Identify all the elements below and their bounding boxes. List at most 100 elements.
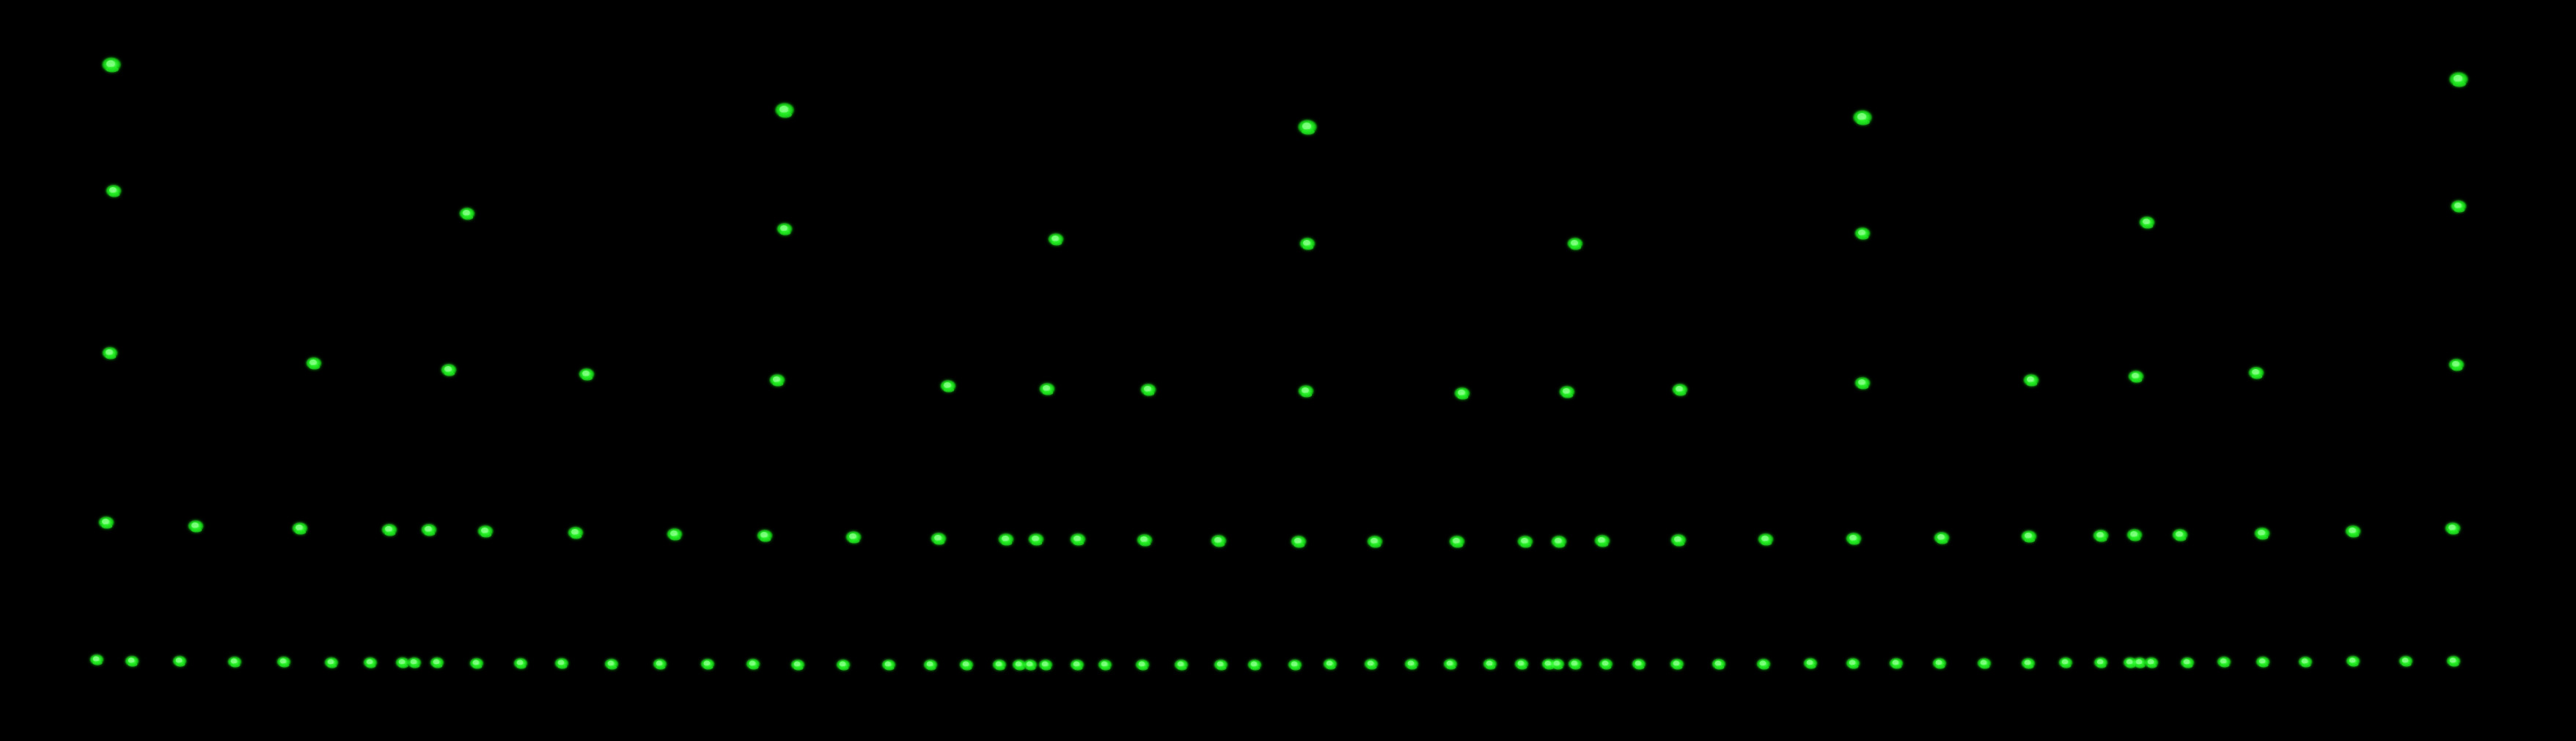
spot-tail bbox=[557, 665, 568, 669]
spot-core bbox=[1553, 660, 1560, 666]
spot-core bbox=[2448, 524, 2456, 531]
spot-core bbox=[944, 382, 951, 389]
spot-tail bbox=[772, 382, 784, 387]
spot-core bbox=[1598, 536, 1605, 544]
spot-tail bbox=[779, 112, 792, 118]
spot-tail bbox=[1370, 543, 1381, 548]
spot-core bbox=[2024, 660, 2031, 665]
spot-tail bbox=[1517, 665, 1527, 670]
spot-core bbox=[839, 661, 846, 667]
spot-row-4 bbox=[98, 516, 2462, 548]
spot-tail bbox=[462, 215, 474, 220]
spot-core bbox=[425, 525, 432, 533]
spot-tail bbox=[2147, 664, 2157, 668]
spot-core bbox=[1521, 537, 1528, 544]
spot-core bbox=[1849, 660, 1856, 665]
spot-core bbox=[2454, 202, 2462, 209]
spot-tail bbox=[444, 371, 455, 376]
spot-core bbox=[175, 657, 183, 663]
spot-core bbox=[1563, 387, 1570, 395]
spot-tail bbox=[1042, 390, 1054, 395]
spot-tail bbox=[1326, 665, 1336, 670]
spot-core bbox=[1073, 661, 1080, 667]
spot-core bbox=[2349, 527, 2356, 534]
spot-core bbox=[279, 658, 287, 664]
spot-tail bbox=[1601, 665, 1612, 670]
spot-core bbox=[2130, 530, 2138, 538]
spot-tail bbox=[1143, 391, 1155, 396]
spot-tail bbox=[2026, 382, 2038, 387]
spot-core bbox=[106, 348, 113, 356]
spot-core bbox=[1676, 385, 1683, 393]
spot-tail bbox=[1570, 245, 1582, 250]
spot-tail bbox=[410, 664, 420, 668]
spot-tail bbox=[191, 528, 202, 533]
spot-tail bbox=[366, 664, 376, 668]
spot-core bbox=[1486, 660, 1493, 666]
spot-core bbox=[2132, 372, 2139, 379]
spot-tail bbox=[1673, 541, 1685, 547]
spot-core bbox=[2126, 659, 2133, 665]
spot-core bbox=[926, 661, 933, 667]
spot-core bbox=[1074, 535, 1081, 542]
spot-core bbox=[1052, 235, 1059, 242]
spot-tail bbox=[2451, 366, 2463, 371]
spot-core bbox=[1571, 239, 1578, 247]
spot-core bbox=[191, 522, 199, 529]
spot-tail bbox=[1026, 666, 1036, 671]
spot-tail bbox=[2251, 374, 2263, 379]
spot-tail bbox=[2135, 664, 2146, 668]
spot-tail bbox=[1031, 541, 1043, 546]
spot-tail bbox=[1302, 245, 1314, 250]
spot-core bbox=[2349, 657, 2356, 663]
spot-tail bbox=[309, 365, 320, 370]
spot-core bbox=[1858, 379, 1865, 386]
spot-tail bbox=[1857, 384, 1869, 390]
spot-tail bbox=[943, 387, 955, 393]
spot-tail bbox=[1806, 665, 1816, 669]
spot-tail bbox=[1857, 119, 1870, 125]
spot-tail bbox=[570, 534, 582, 539]
spot-core bbox=[1002, 535, 1009, 542]
spot-core bbox=[385, 525, 392, 533]
spot-tail bbox=[884, 666, 895, 671]
spot-tail bbox=[1041, 666, 1052, 671]
spot-core bbox=[793, 661, 801, 667]
spot-core bbox=[1294, 537, 1302, 544]
spot-core bbox=[2301, 658, 2308, 664]
spot-tail bbox=[2257, 535, 2269, 540]
spot-core bbox=[773, 376, 780, 383]
spot-tail bbox=[2024, 665, 2034, 669]
spot-core bbox=[1250, 661, 1258, 667]
spot-tail bbox=[1214, 542, 1225, 547]
spot-tail bbox=[1849, 665, 1859, 669]
spot-core bbox=[703, 660, 711, 666]
spot-tail bbox=[2175, 536, 2187, 541]
spot-tail bbox=[2348, 533, 2360, 538]
spot-core bbox=[1043, 384, 1050, 392]
spot-core bbox=[481, 527, 488, 534]
spot-tail bbox=[779, 230, 791, 236]
spot-tail bbox=[1759, 665, 1769, 670]
spot-core bbox=[2449, 657, 2456, 663]
spot-tail bbox=[106, 66, 119, 73]
spot-core bbox=[1217, 661, 1224, 667]
spot-tail bbox=[92, 661, 103, 665]
spot-core bbox=[1674, 536, 1681, 543]
spot-core bbox=[1571, 660, 1578, 666]
spot-tail bbox=[1849, 540, 1860, 545]
spot-tail bbox=[1015, 666, 1025, 671]
spot-tail bbox=[1101, 666, 1111, 671]
spot-core bbox=[1544, 660, 1552, 666]
spot-core bbox=[884, 661, 892, 667]
spot-core bbox=[1407, 660, 1414, 666]
spot-tail bbox=[1446, 665, 1456, 670]
spot-tail bbox=[1571, 665, 1581, 670]
spot-tail bbox=[1714, 665, 1725, 670]
spot-core bbox=[1370, 537, 1378, 544]
spot-core bbox=[1302, 123, 1312, 130]
spot-tail bbox=[2220, 663, 2230, 668]
spot-core bbox=[2027, 376, 2034, 383]
spot-core bbox=[472, 660, 480, 665]
